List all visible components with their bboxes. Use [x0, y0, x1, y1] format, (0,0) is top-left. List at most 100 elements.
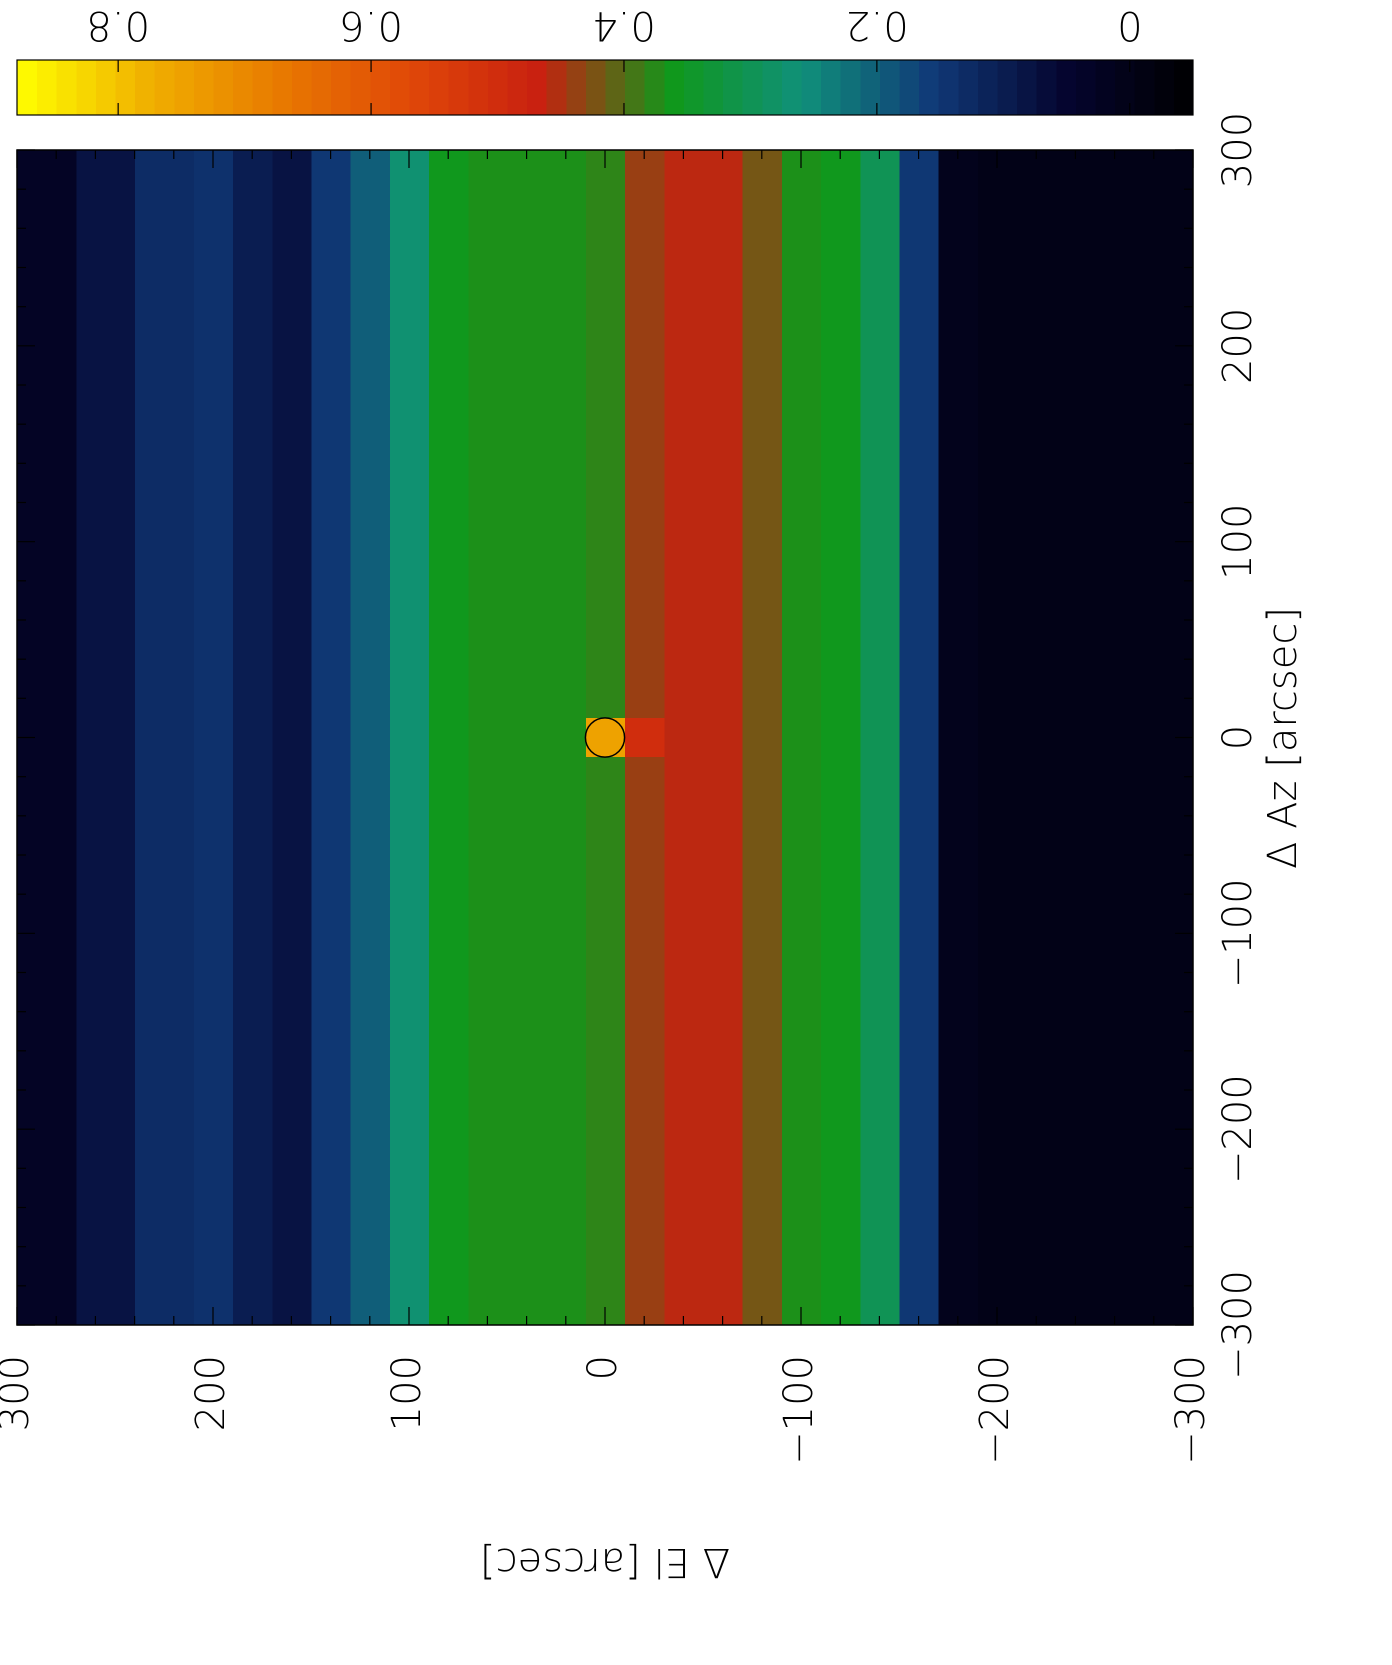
colorbar-swatch [1095, 60, 1116, 115]
colorbar-tick-label: 0 [1117, 2, 1142, 48]
heatmap-cell [232, 149, 273, 718]
x-tick-label: 300 [1215, 112, 1261, 188]
colorbar-swatch [95, 60, 116, 115]
x-tick-label: 200 [1215, 308, 1261, 384]
heatmap-cell [938, 149, 978, 718]
x-tick-label: 0 [1215, 725, 1261, 750]
heatmap-cell [899, 717, 939, 758]
colorbar-swatch [389, 60, 410, 115]
heatmap-cell [507, 149, 547, 718]
colorbar-swatch [350, 60, 371, 115]
heatmap-cell [389, 149, 430, 718]
colorbar-swatch [781, 60, 802, 115]
heatmap-cell [428, 717, 469, 758]
heatmap-cell [703, 756, 743, 1325]
heatmap-cell [428, 149, 469, 718]
heatmap-cell [193, 149, 234, 718]
x-tick-label: −300 [1215, 1270, 1261, 1380]
colorbar-swatch [291, 60, 312, 115]
heatmap-cell [899, 756, 939, 1325]
colorbar-swatch [761, 60, 782, 115]
colorbar-swatch [1173, 60, 1194, 115]
heatmap-cell [75, 756, 136, 1325]
heatmap-cell [859, 717, 900, 758]
heatmap-cell [663, 149, 704, 718]
heatmap-cell [271, 717, 312, 758]
colorbar-swatch [56, 60, 77, 115]
colorbar-swatch [271, 60, 292, 115]
colorbar-swatch [703, 60, 724, 115]
heatmap-cell [232, 717, 273, 758]
heatmap-cell [585, 149, 626, 718]
y-tick-label: −300 [1168, 1355, 1214, 1465]
colorbar-swatch [859, 60, 880, 115]
colorbar-swatch [526, 60, 547, 115]
colorbar-swatch [507, 60, 528, 115]
heatmap-cell [742, 756, 782, 1325]
source-marker [584, 717, 626, 758]
y-tick-label: 200 [188, 1355, 234, 1431]
y-tick-label: −200 [972, 1355, 1018, 1465]
heatmap-cell [350, 717, 390, 758]
heatmap-cell [546, 756, 586, 1325]
heatmap-cell [271, 756, 312, 1325]
colorbar-frame [16, 59, 1194, 116]
heatmap-cell [17, 756, 77, 1325]
heatmap-cell [899, 149, 939, 718]
heatmap-cell [546, 149, 586, 718]
heatmap-cell [703, 149, 743, 718]
heatmap-cell [820, 756, 861, 1325]
colorbar-swatch [683, 60, 704, 115]
colorbar-swatch [1134, 60, 1155, 115]
y-tick-label: −100 [776, 1355, 822, 1465]
colorbar-swatch [840, 60, 861, 115]
colorbar-swatch [1153, 60, 1174, 115]
heatmap-cell [75, 717, 136, 758]
heatmap-cell [467, 717, 508, 758]
colorbar-swatch [409, 60, 430, 115]
heatmap-cell [389, 717, 430, 758]
colorbar-swatch [154, 60, 175, 115]
colorbar-tick-label: 0.4 [592, 2, 656, 48]
colorbar-swatch [369, 60, 390, 115]
colorbar-swatch [879, 60, 900, 115]
heatmap-cell [859, 149, 900, 718]
heatmap-cell [1134, 756, 1194, 1325]
colorbar-swatch [487, 60, 508, 115]
colorbar-swatch [938, 60, 959, 115]
heatmap-cell [1016, 149, 1076, 718]
heatmap-cell [1075, 756, 1135, 1325]
heatmap-cell [311, 717, 351, 758]
heatmap-cell [781, 756, 822, 1325]
heatmap-cell [624, 149, 665, 718]
heatmap-cell [75, 149, 136, 718]
colorbar-swatch [448, 60, 469, 115]
heatmap-cell [17, 149, 77, 718]
colorbar-swatch [115, 60, 136, 115]
colorbar-swatch [428, 60, 449, 115]
colorbar-swatch [467, 60, 488, 115]
heatmap-cell [311, 149, 351, 718]
heatmap-cell [938, 756, 978, 1325]
colorbar-swatch [722, 60, 743, 115]
x-tick-label: 100 [1215, 503, 1261, 579]
heatmap-cell [467, 756, 508, 1325]
heatmap-cell [1016, 756, 1076, 1325]
heatmap-cell [859, 756, 900, 1325]
colorbar-swatch [605, 60, 626, 115]
heatmap-cell [507, 756, 547, 1325]
colorbar-swatch [36, 60, 57, 115]
colorbar-swatch [1075, 60, 1096, 115]
heatmap-cell [546, 717, 586, 758]
heatmap-cell [193, 756, 234, 1325]
heatmap-cell [428, 756, 469, 1325]
heatmap-cell [1016, 717, 1076, 758]
heatmap-cell [271, 149, 312, 718]
colorbar-swatch [820, 60, 841, 115]
colorbar-swatch [663, 60, 684, 115]
x-axis-title: Δ Az [arcsec] [1260, 607, 1306, 869]
colorbar-swatch [252, 60, 273, 115]
colorbar-tick-label: 0.8 [86, 2, 150, 48]
y-tick-label: 100 [384, 1355, 430, 1431]
